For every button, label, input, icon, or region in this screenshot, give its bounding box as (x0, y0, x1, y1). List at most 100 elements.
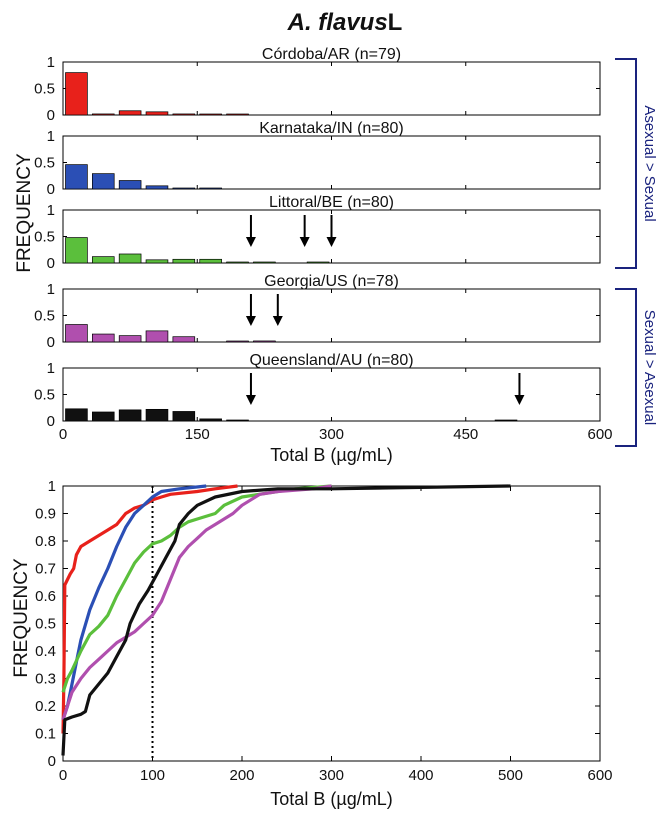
histogram-bar (172, 258, 196, 264)
down-arrow-icon (245, 237, 256, 247)
histogram-bar (145, 259, 169, 264)
bracket-label: Sexual > Asexual (641, 310, 657, 426)
histogram-bar (199, 113, 222, 116)
bracket-label: Asexual > Sexual (641, 105, 657, 221)
histogram-bar (226, 419, 249, 422)
x-tick-label: 150 (185, 426, 210, 443)
y-tick-label: 1 (47, 202, 55, 219)
histogram-bar (199, 258, 222, 264)
y-tick-label: 1 (48, 478, 56, 495)
panel-title: Karnataka/IN (n=80) (259, 120, 404, 137)
y-tick-label: 0.5 (34, 81, 55, 98)
histogram-bar (199, 418, 222, 422)
y-tick-label: 0.1 (35, 726, 56, 743)
down-arrow-icon (272, 316, 283, 326)
y-tick-label: 0.6 (35, 588, 56, 605)
y-tick-label: 1 (47, 360, 55, 377)
panel-title: Littoral/BE (n=80) (269, 194, 394, 211)
x-tick-label: 300 (319, 426, 344, 443)
histogram-bar (91, 256, 115, 264)
histogram-bar (226, 113, 249, 116)
panel-frame (62, 135, 601, 190)
y-tick-label: 0.3 (35, 671, 56, 688)
down-arrow-icon (299, 237, 310, 247)
y-tick-label: 0.9 (35, 506, 56, 523)
x-tick-label: 400 (408, 767, 433, 784)
y-tick-label: 0 (47, 255, 55, 272)
panel-frame (62, 61, 601, 116)
histogram-bar (118, 335, 142, 343)
histogram-bar (65, 324, 88, 343)
bracket (615, 58, 637, 269)
y-axis-label: FREQUENCY (14, 153, 35, 273)
series-line (61, 484, 207, 721)
histogram-bar (226, 261, 249, 264)
x-tick-label: 100 (140, 767, 165, 784)
y-tick-label: 0.7 (35, 561, 56, 578)
histogram-bar (172, 336, 196, 343)
histogram-bar (118, 253, 142, 264)
histogram-bar (91, 173, 115, 190)
panel-frame (62, 288, 601, 343)
histogram-bar (172, 113, 196, 116)
histogram-panel: Georgia/US (n=78) 0 0.5 1 (34, 273, 601, 351)
x-axis-label: Total B (µg/mL) (270, 445, 392, 465)
histogram-bar (65, 237, 88, 264)
panel-title: Georgia/US (n=78) (264, 273, 399, 290)
x-tick-label: 600 (587, 767, 612, 784)
histogram-bar (306, 261, 330, 264)
histogram-bar (172, 411, 196, 422)
y-tick-label: 0 (47, 334, 55, 351)
brackets: Asexual > Sexual Sexual > Asexual (615, 58, 657, 447)
y-tick-label: 0.5 (34, 308, 55, 325)
x-tick-label: 200 (229, 767, 254, 784)
y-tick-label: 0.5 (34, 229, 55, 246)
panel-title: Córdoba/AR (n=79) (262, 46, 401, 63)
y-tick-label: 0 (47, 181, 55, 198)
bracket (615, 288, 637, 447)
histogram-bar (253, 340, 276, 343)
y-tick-label: 0 (47, 413, 55, 430)
histogram-bar (118, 180, 142, 190)
panel-title: Queensland/AU (n=80) (249, 352, 413, 369)
histogram-bar (199, 187, 222, 190)
x-tick-label: 0 (59, 767, 67, 784)
figure-title: A. flavusL (287, 9, 403, 36)
histogram-panel: Littoral/BE (n=80) 0 0.5 1 (34, 194, 601, 272)
x-tick-label: 300 (319, 767, 344, 784)
y-axis-label: FREQUENCY (11, 558, 32, 678)
y-tick-label: 0.2 (35, 698, 56, 715)
histogram-bar (91, 333, 115, 343)
histogram-bar (65, 408, 88, 422)
histogram-bar (494, 419, 518, 422)
histogram-panels: Córdoba/AR (n=79) 0 0.5 1 Karnataka/IN (n=80… (14, 46, 613, 465)
histogram-bar (145, 408, 169, 422)
y-tick-label: 0.4 (35, 643, 56, 660)
histogram-bar (145, 111, 169, 116)
y-tick-label: 1 (47, 128, 55, 145)
down-arrow-icon (245, 395, 256, 405)
down-arrow-icon (245, 316, 256, 326)
series-line (61, 484, 511, 756)
cumulative-frequency-chart: 0 0.1 0.2 0.3 0.4 0.5 0.6 0.7 0.8 0.9 1 0 100 200 300 4… (11, 478, 613, 809)
histogram-bar (253, 261, 276, 264)
histogram-bar (91, 113, 115, 116)
histogram-panel: Córdoba/AR (n=79) 0 0.5 1 (34, 46, 601, 124)
histogram-bar (118, 409, 142, 422)
histogram-bar (91, 411, 115, 422)
down-arrow-icon (326, 237, 337, 247)
figure-title-species: A. flavus (287, 9, 388, 36)
y-tick-label: 1 (47, 281, 55, 298)
y-tick-label: 0.5 (34, 387, 55, 404)
x-tick-label: 450 (453, 426, 478, 443)
down-arrow-icon (514, 395, 525, 405)
x-axis-label: Total B (µg/mL) (270, 789, 392, 809)
histogram-bar (145, 330, 169, 343)
histogram-bar (226, 340, 249, 343)
histogram-bar (145, 185, 169, 190)
series-line (61, 484, 332, 693)
histogram-panel: Queensland/AU (n=80) 0 0.5 1 0 150 300 450 600 (34, 352, 612, 443)
y-tick-label: 0 (48, 753, 56, 770)
y-tick-label: 1 (47, 54, 55, 71)
